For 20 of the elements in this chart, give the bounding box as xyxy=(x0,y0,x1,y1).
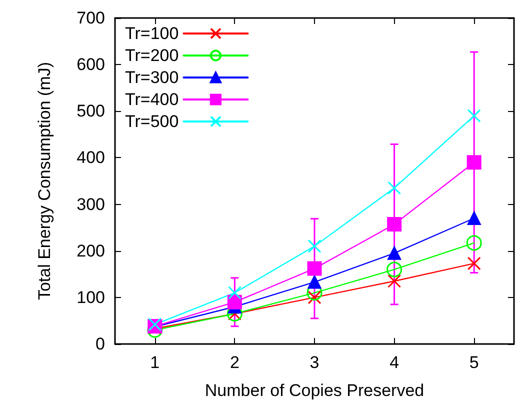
x-tick-label: 3 xyxy=(310,353,320,372)
y-tick-label: 0 xyxy=(96,334,105,354)
y-axis-title: Total Energy Consumption (mJ) xyxy=(35,62,54,300)
x-axis-title: Number of Copies Preserved xyxy=(204,381,424,400)
legend-label: Tr=200 xyxy=(124,46,179,65)
x-tick-label: 5 xyxy=(469,353,479,372)
legend-label: Tr=100 xyxy=(124,24,179,43)
x-tick-label: 1 xyxy=(150,353,160,372)
y-tick-label: 600 xyxy=(76,55,105,74)
y-tick-label: 200 xyxy=(76,241,105,260)
x-tick-label: 4 xyxy=(390,353,400,372)
legend-label: Tr=300 xyxy=(124,68,179,87)
y-tick-label: 500 xyxy=(76,102,105,121)
y-tick-label: 100 xyxy=(76,288,105,307)
x-tick-label: 2 xyxy=(230,353,240,372)
legend-label: Tr=500 xyxy=(124,112,179,131)
y-tick-label: 700 xyxy=(76,8,105,28)
y-tick-label: 300 xyxy=(76,194,105,214)
legend-label: Tr=400 xyxy=(124,90,179,109)
y-tick-label: 400 xyxy=(76,148,105,168)
